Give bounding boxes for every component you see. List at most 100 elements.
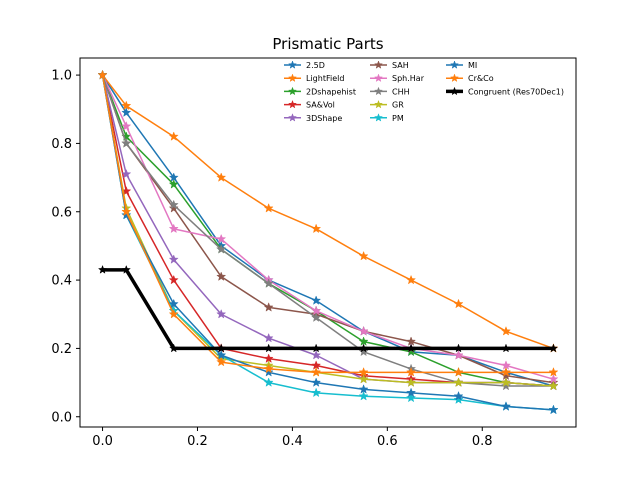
data-point (453, 343, 464, 353)
data-point (500, 326, 512, 336)
data-point (168, 254, 179, 264)
legend-marker (288, 60, 297, 69)
legend-marker (288, 73, 297, 83)
data-point (121, 209, 132, 220)
y-tick-label: 0.2 (51, 342, 72, 357)
legend-marker (374, 86, 383, 96)
legend-label: MI (468, 61, 477, 70)
legend-label: Sph.Har (392, 74, 425, 83)
series-12 (97, 264, 559, 353)
legend-marker (450, 86, 459, 96)
x-tick-label: 0.6 (377, 434, 398, 449)
data-point (406, 387, 417, 398)
y-tick-label: 1.0 (51, 69, 72, 84)
data-point (453, 394, 464, 404)
data-point (453, 390, 464, 401)
data-point (406, 274, 417, 285)
x-tick-label: 0.4 (282, 434, 303, 449)
legend: 2.5D LightField 2Dshapehist SA&Vol 3DShape SA… (284, 60, 564, 123)
data-point (168, 131, 179, 141)
series-10 (97, 69, 559, 415)
data-point (168, 274, 179, 285)
x-tick-label: 0.2 (187, 434, 208, 449)
legend-item: SA&Vol (284, 99, 335, 110)
x-tick-label: 0.8 (472, 434, 493, 449)
data-point (97, 69, 108, 80)
y-tick-label: 0.4 (51, 274, 72, 289)
data-point (548, 380, 559, 391)
legend-marker (374, 99, 383, 109)
data-point (406, 343, 416, 353)
data-point (500, 367, 512, 377)
series-11 (97, 69, 559, 377)
data-point (121, 100, 132, 111)
axis-layer: 0.0 0.2 0.4 0.6 0.8 0.0 0.2 0.4 0.6 0.8 1.0 (51, 69, 492, 449)
legend-marker (374, 73, 383, 83)
plot-frame (79, 57, 577, 428)
data-point (453, 367, 464, 377)
data-point (500, 380, 512, 391)
legend-marker (288, 113, 297, 122)
data-point (311, 377, 322, 387)
legend-label: 3DShape (306, 114, 342, 123)
data-point (168, 308, 179, 319)
data-point (263, 367, 274, 377)
data-point (121, 206, 132, 217)
data-point (121, 138, 132, 148)
data-point (216, 356, 227, 367)
data-point (501, 343, 511, 353)
data-point (358, 343, 369, 353)
legend-item: LightField (284, 73, 344, 83)
legend-marker (288, 86, 297, 96)
data-point (453, 349, 464, 360)
data-point (121, 107, 132, 117)
legend-item: 2.5D (284, 60, 325, 70)
data-point (216, 172, 227, 182)
legend-item: GR (370, 99, 404, 110)
data-point (358, 390, 369, 401)
data-point (216, 233, 227, 244)
legend-item: MI (446, 60, 477, 70)
data-point (168, 298, 179, 309)
legend-item: Sph.Har (370, 73, 425, 83)
data-point (358, 326, 369, 336)
legend-label: CHH (392, 87, 410, 96)
legend-label: Congruent (Res70Dec1) (468, 87, 564, 96)
data-point (263, 203, 274, 213)
legend-label: GR (392, 101, 404, 110)
x-tick-label: 0.0 (92, 434, 113, 449)
data-point (264, 343, 274, 353)
data-point (311, 367, 322, 377)
data-point (168, 179, 179, 189)
data-point (358, 367, 369, 377)
data-point (97, 264, 108, 274)
data-point (168, 199, 179, 210)
data-point (263, 302, 274, 312)
data-point (358, 250, 369, 261)
series-layer (97, 69, 559, 415)
legend-marker (288, 99, 297, 109)
y-tick-label: 0.6 (51, 205, 72, 220)
data-point (121, 121, 132, 131)
data-point (358, 373, 369, 384)
data-point (263, 377, 274, 387)
data-point (453, 377, 464, 387)
legend-marker (450, 73, 459, 83)
legend-marker (374, 113, 383, 122)
legend-label: Cr&Co (468, 74, 494, 83)
legend-marker (450, 60, 459, 69)
data-point (358, 346, 369, 357)
legend-item: PM (370, 113, 404, 123)
data-point (311, 295, 322, 305)
data-point (406, 346, 417, 357)
data-point (548, 404, 559, 415)
data-point (406, 377, 417, 387)
data-point (548, 343, 559, 353)
legend-label: 2.5D (306, 61, 325, 70)
legend-label: 2Dshapehist (306, 87, 356, 96)
data-point (263, 278, 274, 288)
legend-item: 2Dshapehist (284, 86, 356, 96)
data-point (311, 223, 322, 234)
